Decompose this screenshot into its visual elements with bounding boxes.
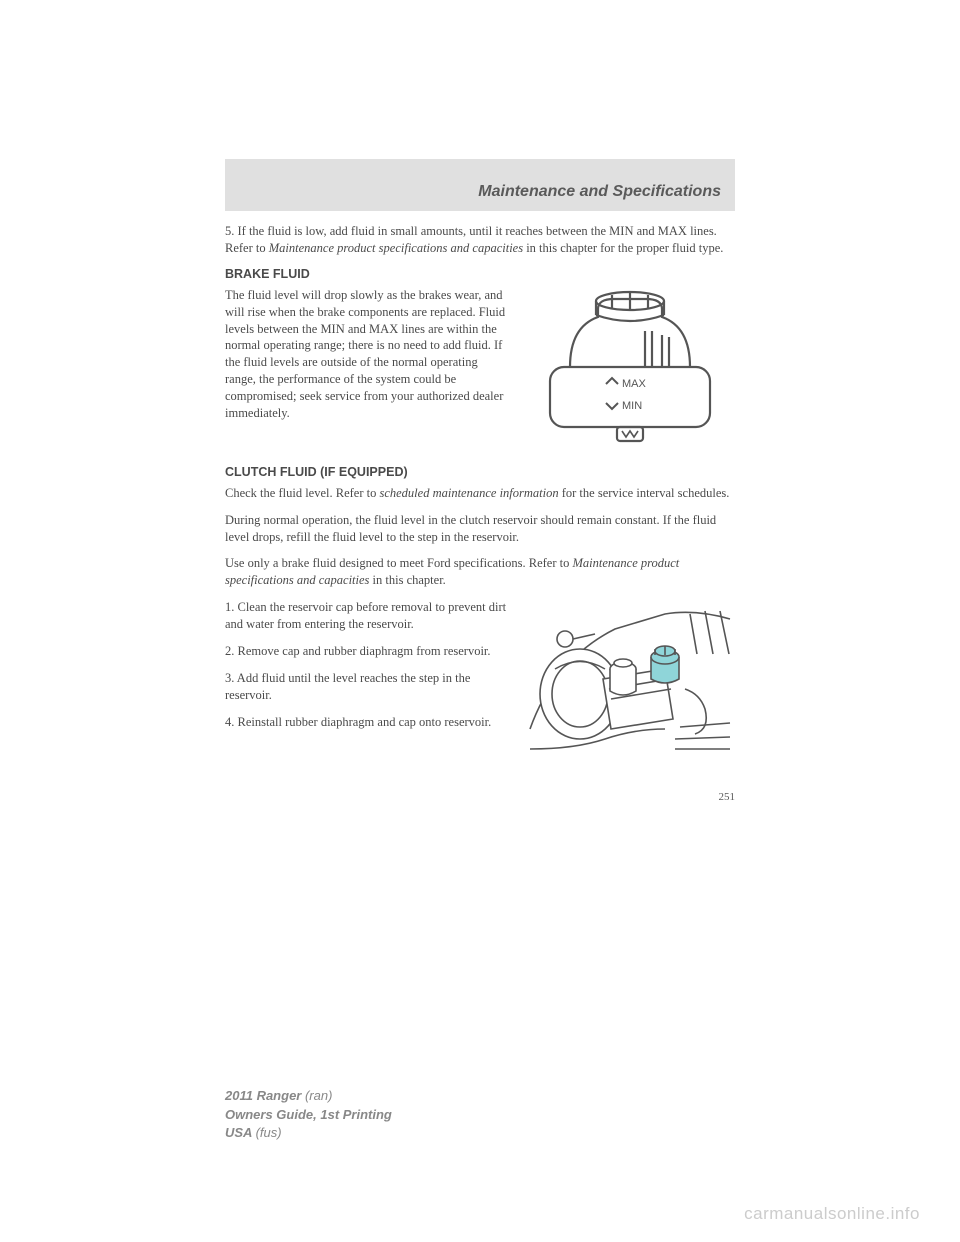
model-code: (ran) <box>305 1088 332 1103</box>
clutch-steps-section: 1. Clean the reservoir cap before remova… <box>225 599 735 759</box>
model-year: 2011 Ranger <box>225 1088 305 1103</box>
text-run: Use only a brake fluid designed to meet … <box>225 556 572 570</box>
step-5-paragraph: 5. If the fluid is low, add fluid in sma… <box>225 223 735 257</box>
footer-line-2: Owners Guide, 1st Printing <box>225 1106 392 1124</box>
brake-fluid-section: The fluid level will drop slowly as the … <box>225 287 735 457</box>
watermark: carmanualsonline.info <box>744 1204 920 1224</box>
manual-page: Maintenance and Specifications 5. If the… <box>0 0 960 803</box>
engine-bay-figure <box>525 599 735 759</box>
region: USA <box>225 1125 256 1140</box>
text-run: in this chapter. <box>369 573 445 587</box>
clutch-step-3: 3. Add fluid until the level reaches the… <box>225 670 511 704</box>
section-title: Maintenance and Specifications <box>225 183 721 201</box>
brake-fluid-heading: BRAKE FLUID <box>225 267 735 281</box>
region-code: (fus) <box>256 1125 282 1140</box>
footer-block: 2011 Ranger (ran) Owners Guide, 1st Prin… <box>225 1087 392 1142</box>
text-run: Check the fluid level. Refer to <box>225 486 379 500</box>
text-run: in this chapter for the proper fluid typ… <box>523 241 723 255</box>
page-number: 251 <box>225 791 735 803</box>
brake-fluid-text: The fluid level will drop slowly as the … <box>225 287 511 422</box>
clutch-step-2: 2. Remove cap and rubber diaphragm from … <box>225 643 511 660</box>
footer-line-1: 2011 Ranger (ran) <box>225 1087 392 1105</box>
clutch-step-4: 4. Reinstall rubber diaphragm and cap on… <box>225 714 511 731</box>
text-run: for the service interval schedules. <box>559 486 730 500</box>
clutch-p2: During normal operation, the fluid level… <box>225 512 735 546</box>
clutch-fluid-heading: CLUTCH FLUID (IF EQUIPPED) <box>225 465 735 479</box>
footer-line-3: USA (fus) <box>225 1124 392 1142</box>
clutch-p1: Check the fluid level. Refer to schedule… <box>225 485 735 502</box>
brake-reservoir-figure: MAX MIN <box>525 287 735 457</box>
section-header-bar: Maintenance and Specifications <box>225 159 735 211</box>
max-label: MAX <box>622 378 647 390</box>
italic-text: scheduled maintenance information <box>379 486 558 500</box>
clutch-p3: Use only a brake fluid designed to meet … <box>225 555 735 589</box>
clutch-step-1: 1. Clean the reservoir cap before remova… <box>225 599 511 633</box>
min-label: MIN <box>622 400 642 412</box>
italic-text: Maintenance product specifications and c… <box>269 241 523 255</box>
